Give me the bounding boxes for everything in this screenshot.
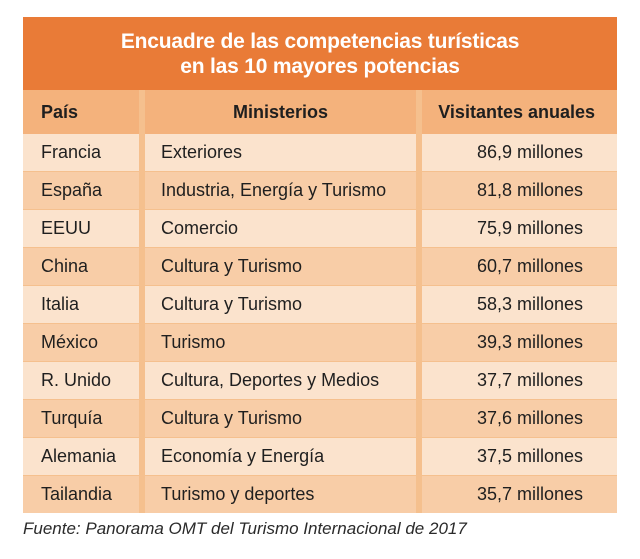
cell-pais: R. Unido [23,361,139,399]
table-row: China Cultura y Turismo 60,7 millones [23,247,617,285]
cell-pais: México [23,323,139,361]
table-row: Turquía Cultura y Turismo 37,6 millones [23,399,617,437]
cell-ministerio: Cultura y Turismo [139,285,416,323]
cell-visitantes: 37,6 millones [416,399,617,437]
cell-pais: Alemania [23,437,139,475]
cell-pais: Italia [23,285,139,323]
cell-ministerio: Exteriores [139,134,416,171]
table-title: Encuadre de las competencias turísticas … [23,17,617,90]
column-header-pais: País [23,90,139,134]
cell-visitantes: 39,3 millones [416,323,617,361]
cell-visitantes: 60,7 millones [416,247,617,285]
tourism-table: País Ministerios Visitantes anuales Fran… [23,90,617,513]
table-row: Alemania Economía y Energía 37,5 millone… [23,437,617,475]
cell-pais: EEUU [23,209,139,247]
cell-visitantes: 58,3 millones [416,285,617,323]
cell-pais: China [23,247,139,285]
table-title-line-2: en las 10 mayores potencias [180,54,460,78]
cell-ministerio: Cultura, Deportes y Medios [139,361,416,399]
cell-pais: Francia [23,134,139,171]
cell-ministerio: Cultura y Turismo [139,247,416,285]
table-frame: Encuadre de las competencias turísticas … [23,17,617,513]
cell-pais: Tailandia [23,475,139,513]
table-row: EEUU Comercio 75,9 millones [23,209,617,247]
cell-ministerio: Turismo y deportes [139,475,416,513]
table-header-row: País Ministerios Visitantes anuales [23,90,617,134]
source-caption: Fuente: Panorama OMT del Turismo Interna… [23,519,467,538]
column-header-visitantes: Visitantes anuales [416,90,617,134]
table-row: R. Unido Cultura, Deportes y Medios 37,7… [23,361,617,399]
cell-visitantes: 37,7 millones [416,361,617,399]
cell-visitantes: 35,7 millones [416,475,617,513]
cell-pais: España [23,171,139,209]
column-header-ministerios: Ministerios [139,90,416,134]
table-title-line-1: Encuadre de las competencias turísticas [120,29,520,53]
cell-pais: Turquía [23,399,139,437]
table-row: Italia Cultura y Turismo 58,3 millones [23,285,617,323]
cell-ministerio: Turismo [139,323,416,361]
cell-visitantes: 75,9 millones [416,209,617,247]
cell-ministerio: Industria, Energía y Turismo [139,171,416,209]
cell-ministerio: Cultura y Turismo [139,399,416,437]
cell-ministerio: Economía y Energía [139,437,416,475]
table-row: Francia Exteriores 86,9 millones [23,134,617,171]
table-row: Tailandia Turismo y deportes 35,7 millon… [23,475,617,513]
cell-visitantes: 37,5 millones [416,437,617,475]
table-row: México Turismo 39,3 millones [23,323,617,361]
cell-visitantes: 86,9 millones [416,134,617,171]
cell-visitantes: 81,8 millones [416,171,617,209]
table-row: España Industria, Energía y Turismo 81,8… [23,171,617,209]
cell-ministerio: Comercio [139,209,416,247]
